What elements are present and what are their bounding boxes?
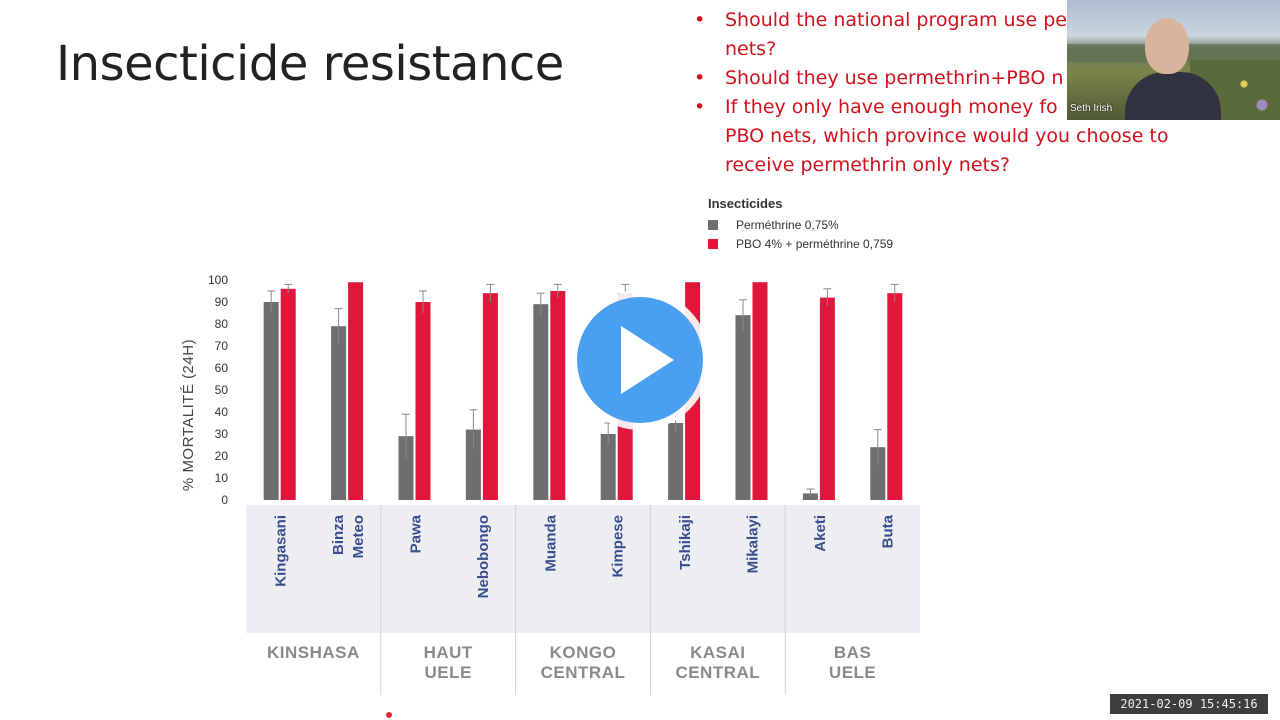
play-button[interactable]: [570, 290, 710, 430]
speaker-head: [1145, 18, 1189, 74]
y-tick-label: 80: [215, 317, 229, 331]
site-label: Pawa: [408, 514, 425, 553]
bar-permethrin: [465, 429, 481, 500]
site-label: Kingasani: [273, 515, 290, 587]
bar-pbo: [415, 302, 431, 500]
y-tick-label: 100: [208, 273, 228, 287]
site-label: Buta: [879, 514, 896, 548]
legend-swatch-grey: [708, 220, 718, 230]
question-list: Should the national program use penets? …: [694, 6, 1254, 180]
province-label: CENTRAL: [541, 663, 626, 682]
site-label: Aketi: [812, 515, 829, 552]
webcam-background: [1190, 60, 1280, 120]
bar-pbo: [550, 291, 566, 500]
legend-item-pbo: PBO 4% + perméthrine 0,759: [708, 237, 893, 251]
legend-label: Perméthrine 0,75%: [736, 218, 839, 232]
province-label: HAUT: [424, 643, 473, 662]
question-item: If they only have enough money fo PBO net…: [694, 93, 1254, 180]
bar-permethrin: [870, 447, 886, 500]
question-line: If they only have enough money fo: [725, 96, 1058, 118]
slide-title: Insecticide resistance: [56, 36, 564, 92]
bar-pbo: [752, 282, 768, 500]
play-icon: [621, 326, 674, 394]
legend-item-permethrin: Perméthrine 0,75%: [708, 218, 839, 232]
site-label: Mikalayi: [745, 515, 762, 573]
bar-permethrin: [533, 304, 549, 500]
question-line: Should the national program use pe: [725, 9, 1067, 31]
province-label: KONGO: [550, 643, 617, 662]
bar-permethrin: [600, 434, 616, 500]
province-label: CENTRAL: [675, 663, 760, 682]
legend-label: PBO 4% + perméthrine 0,759: [736, 237, 894, 251]
province-label: KINSHASA: [267, 643, 360, 662]
question-line: nets?: [725, 38, 777, 60]
bar-permethrin: [668, 423, 684, 500]
bar-pbo: [280, 288, 296, 500]
question-item: Should the national program use pe nets?: [694, 6, 1254, 64]
question-line: receive permethrin only nets?: [725, 154, 1010, 176]
site-label: Muanda: [542, 514, 559, 571]
y-tick-label: 90: [215, 295, 229, 309]
y-tick-label: 30: [215, 427, 229, 441]
y-tick-label: 70: [215, 339, 229, 353]
province-label: BAS: [834, 643, 871, 662]
bar-permethrin: [331, 326, 347, 500]
site-label: Meteo: [350, 515, 367, 558]
bar-pbo: [348, 282, 364, 500]
province-label: UELE: [425, 663, 472, 682]
site-label: Tshikaji: [677, 515, 694, 570]
y-tick-label: 0: [221, 493, 228, 507]
pointer-dot: [386, 712, 392, 718]
bar-permethrin: [398, 436, 414, 500]
bar-pbo: [887, 293, 903, 500]
legend-swatch-red: [708, 239, 718, 249]
speaker-body: [1125, 72, 1221, 120]
y-tick-label: 10: [215, 471, 229, 485]
bar-permethrin: [263, 302, 279, 500]
webcam-name-label: Seth Irish: [1070, 103, 1113, 114]
site-label-strip: [246, 505, 920, 633]
y-axis-label: % MORTALITÉ (24H): [180, 339, 197, 491]
site-label: Kimpese: [610, 515, 627, 578]
question-line: PBO nets, which province would you choos…: [725, 125, 1169, 147]
y-tick-label: 40: [215, 405, 229, 419]
y-tick-label: 20: [215, 449, 229, 463]
bar-pbo: [482, 293, 498, 500]
y-tick-label: 60: [215, 361, 229, 375]
y-tick-label: 50: [215, 383, 229, 397]
province-label: KASAI: [690, 643, 745, 662]
bar-pbo: [819, 297, 835, 500]
legend-title: Insecticides: [708, 196, 783, 211]
webcam-video[interactable]: [1067, 0, 1280, 120]
site-label: Nebobongo: [475, 515, 492, 598]
site-label: Binza: [330, 514, 347, 555]
question-line: Should they use permethrin+PBO n: [725, 67, 1064, 89]
bar-permethrin: [735, 315, 751, 500]
recording-timestamp: 2021-02-09 15:45:16: [1110, 694, 1268, 714]
question-item: Should they use permethrin+PBO n: [694, 64, 1254, 93]
province-label: UELE: [829, 663, 876, 682]
